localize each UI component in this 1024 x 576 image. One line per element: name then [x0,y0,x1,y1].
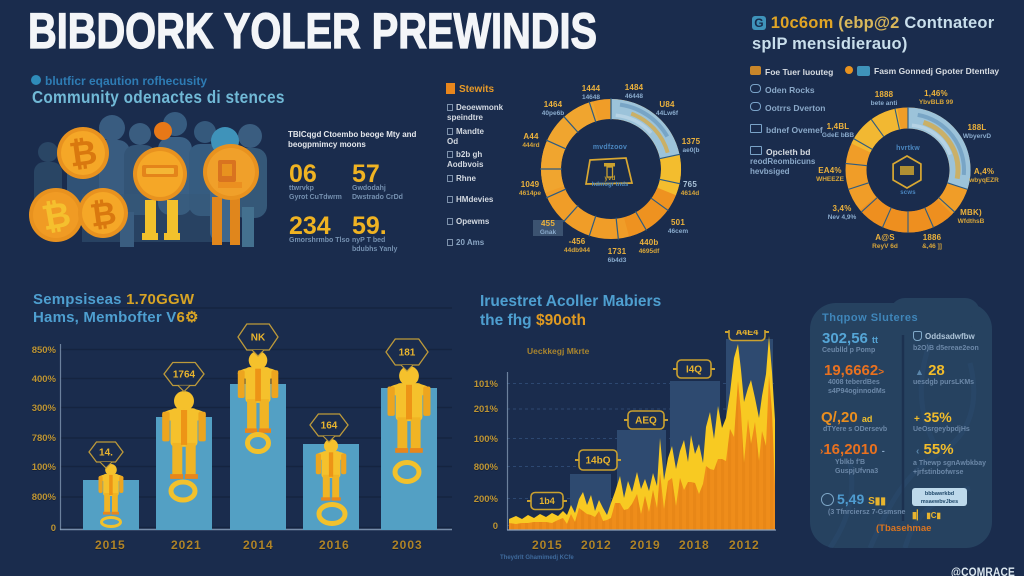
svg-text:₿: ₿ [39,195,74,238]
svg-text:₿: ₿ [67,133,100,174]
svg-text:A4E4: A4E4 [736,330,759,337]
svg-text:I4Q: I4Q [686,365,702,376]
svg-text:14bQ: 14bQ [585,456,610,467]
svg-text:₿: ₿ [88,194,119,233]
svg-text:14.: 14. [99,448,113,459]
svg-text:AEQ: AEQ [635,416,657,427]
svg-text:1b4: 1b4 [539,496,555,506]
svg-text:164: 164 [321,421,338,432]
svg-text:181: 181 [399,348,416,359]
svg-text:1764: 1764 [173,370,196,381]
svg-text:NK: NK [251,333,266,344]
